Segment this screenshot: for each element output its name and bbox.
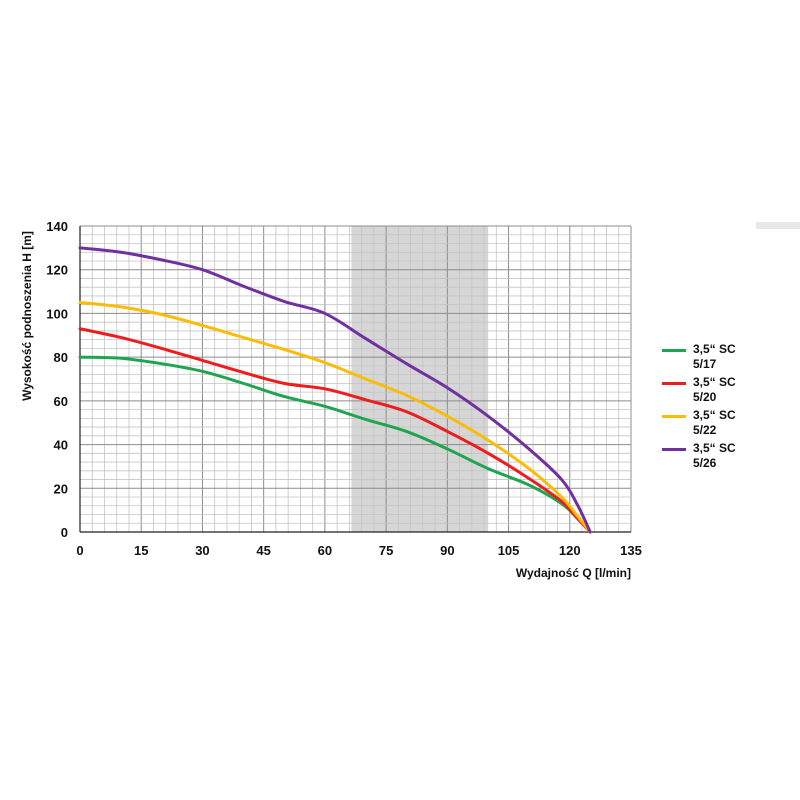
chart-series bbox=[78, 246, 592, 534]
x-axis-ticks: 0 15 30 45 60 75 90 105 120 135 bbox=[76, 543, 641, 558]
y-axis-ticks: 0 20 40 60 80 100 120 140 bbox=[46, 219, 68, 540]
chart-legend: 3,5“ SC 5/17 3,5“ SC 5/20 3,5“ SC 5/22 3… bbox=[662, 342, 762, 474]
y-axis-label: Wysokość podnoszenia H [m] bbox=[20, 231, 34, 401]
operating-range-shade bbox=[351, 226, 489, 532]
y-tick-label: 0 bbox=[61, 525, 68, 540]
legend-swatch bbox=[662, 382, 686, 385]
y-tick-label: 120 bbox=[46, 263, 68, 278]
legend-swatch bbox=[662, 415, 686, 418]
x-axis-label: Wydajność Q [l/min] bbox=[516, 566, 631, 580]
legend-label: 3,5“ SC 5/17 bbox=[693, 342, 736, 371]
series-line-1 bbox=[78, 327, 592, 534]
shaded-range bbox=[351, 226, 489, 532]
legend-item-5-17: 3,5“ SC 5/17 bbox=[662, 342, 762, 375]
legend-label: 3,5“ SC 5/26 bbox=[693, 441, 736, 470]
legend-swatch bbox=[662, 349, 686, 352]
x-tick-label: 105 bbox=[498, 543, 520, 558]
series-line-0 bbox=[78, 355, 592, 534]
x-tick-label: 90 bbox=[440, 543, 454, 558]
x-tick-label: 135 bbox=[620, 543, 642, 558]
x-tick-label: 15 bbox=[134, 543, 148, 558]
y-tick-label: 60 bbox=[54, 394, 68, 409]
legend-item-5-26: 3,5“ SC 5/26 bbox=[662, 441, 762, 474]
y-tick-label: 100 bbox=[46, 306, 68, 321]
chart-grid bbox=[79, 225, 632, 533]
x-tick-label: 45 bbox=[256, 543, 270, 558]
y-tick-label: 40 bbox=[54, 438, 68, 453]
legend-label: 3,5“ SC 5/20 bbox=[693, 375, 736, 404]
legend-item-5-22: 3,5“ SC 5/22 bbox=[662, 408, 762, 441]
x-tick-label: 75 bbox=[379, 543, 393, 558]
x-tick-label: 30 bbox=[195, 543, 209, 558]
legend-item-5-20: 3,5“ SC 5/20 bbox=[662, 375, 762, 408]
decorative-bar bbox=[756, 222, 800, 229]
y-tick-label: 20 bbox=[54, 481, 68, 496]
legend-label: 3,5“ SC 5/22 bbox=[693, 408, 736, 437]
legend-swatch bbox=[662, 448, 686, 451]
series-line-3 bbox=[78, 246, 592, 534]
x-tick-label: 0 bbox=[76, 543, 83, 558]
y-tick-label: 140 bbox=[46, 219, 68, 234]
y-tick-label: 80 bbox=[54, 350, 68, 365]
x-tick-label: 120 bbox=[559, 543, 581, 558]
series-line-2 bbox=[78, 301, 592, 534]
x-tick-label: 60 bbox=[318, 543, 332, 558]
